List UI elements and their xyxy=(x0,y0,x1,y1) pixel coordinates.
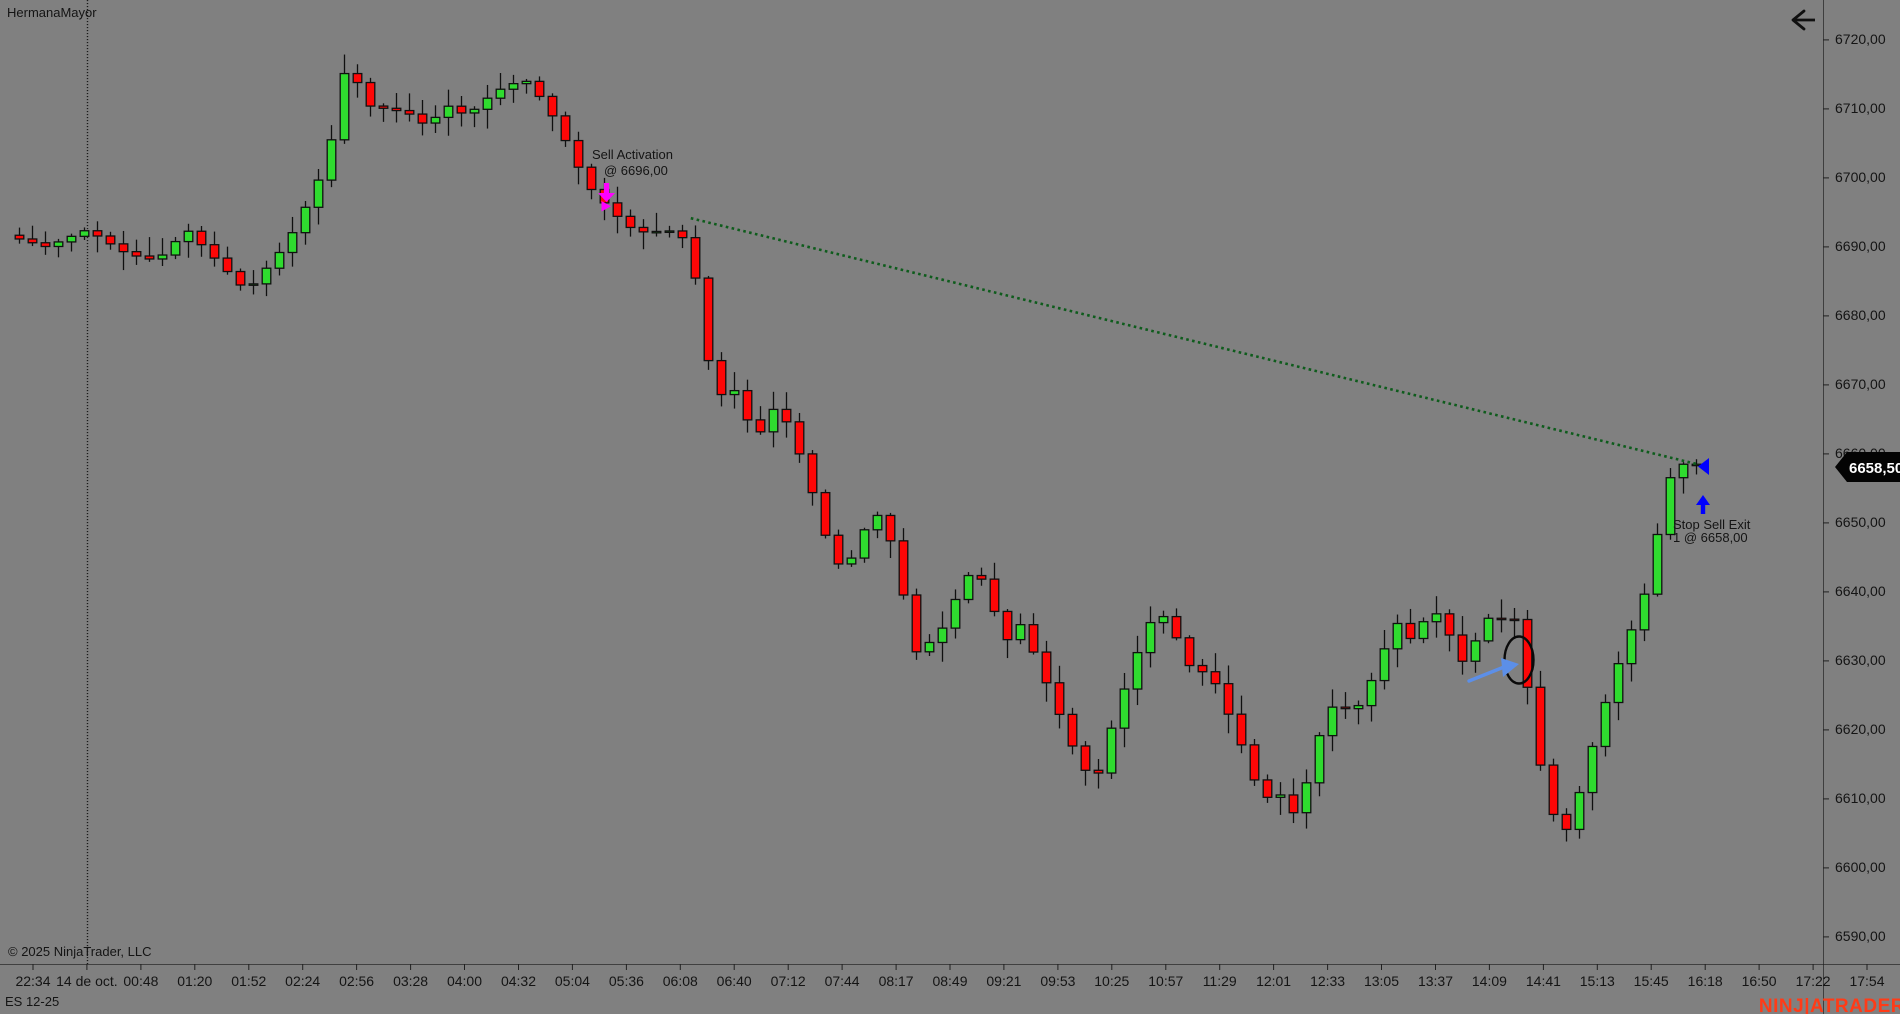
svg-text:17:54: 17:54 xyxy=(1849,973,1884,989)
svg-text:6620,00: 6620,00 xyxy=(1835,721,1886,737)
svg-text:06:08: 06:08 xyxy=(663,973,698,989)
svg-text:11:29: 11:29 xyxy=(1203,973,1237,989)
svg-text:05:04: 05:04 xyxy=(555,973,590,989)
svg-text:6710,00: 6710,00 xyxy=(1835,100,1886,116)
svg-text:14:09: 14:09 xyxy=(1472,973,1507,989)
svg-text:15:45: 15:45 xyxy=(1634,973,1669,989)
svg-text:17:22: 17:22 xyxy=(1796,973,1831,989)
svg-text:6600,00: 6600,00 xyxy=(1835,859,1886,875)
svg-text:14:41: 14:41 xyxy=(1526,973,1561,989)
svg-text:22:34: 22:34 xyxy=(15,973,50,989)
svg-text:6630,00: 6630,00 xyxy=(1835,652,1886,668)
svg-text:01:52: 01:52 xyxy=(231,973,266,989)
svg-text:08:49: 08:49 xyxy=(932,973,967,989)
svg-text:04:00: 04:00 xyxy=(447,973,482,989)
svg-text:14 de oct.: 14 de oct. xyxy=(56,973,118,989)
svg-text:6650,00: 6650,00 xyxy=(1835,514,1886,530)
svg-text:08:17: 08:17 xyxy=(879,973,914,989)
svg-text:04:32: 04:32 xyxy=(501,973,536,989)
svg-text:09:53: 09:53 xyxy=(1040,973,1075,989)
svg-text:6720,00: 6720,00 xyxy=(1835,31,1886,47)
svg-text:10:25: 10:25 xyxy=(1094,973,1129,989)
svg-text:16:50: 16:50 xyxy=(1742,973,1777,989)
svg-text:6658,50: 6658,50 xyxy=(1849,460,1900,477)
svg-text:6590,00: 6590,00 xyxy=(1835,928,1886,944)
svg-text:6700,00: 6700,00 xyxy=(1835,169,1886,185)
svg-text:6640,00: 6640,00 xyxy=(1835,583,1886,599)
svg-text:12:33: 12:33 xyxy=(1310,973,1345,989)
svg-text:10:57: 10:57 xyxy=(1148,973,1183,989)
svg-text:01:20: 01:20 xyxy=(177,973,212,989)
svg-text:6680,00: 6680,00 xyxy=(1835,307,1886,323)
svg-text:02:56: 02:56 xyxy=(339,973,374,989)
svg-text:07:44: 07:44 xyxy=(825,973,860,989)
svg-text:6610,00: 6610,00 xyxy=(1835,790,1886,806)
svg-text:6670,00: 6670,00 xyxy=(1835,376,1886,392)
svg-text:13:37: 13:37 xyxy=(1418,973,1453,989)
svg-text:6690,00: 6690,00 xyxy=(1835,238,1886,254)
svg-text:09:21: 09:21 xyxy=(986,973,1021,989)
svg-text:16:18: 16:18 xyxy=(1688,973,1723,989)
svg-text:03:28: 03:28 xyxy=(393,973,428,989)
svg-text:06:40: 06:40 xyxy=(717,973,752,989)
svg-text:12:01: 12:01 xyxy=(1256,973,1291,989)
svg-text:13:05: 13:05 xyxy=(1364,973,1399,989)
svg-text:00:48: 00:48 xyxy=(123,973,158,989)
svg-text:02:24: 02:24 xyxy=(285,973,320,989)
svg-text:05:36: 05:36 xyxy=(609,973,644,989)
svg-text:15:13: 15:13 xyxy=(1580,973,1615,989)
svg-text:07:12: 07:12 xyxy=(771,973,806,989)
